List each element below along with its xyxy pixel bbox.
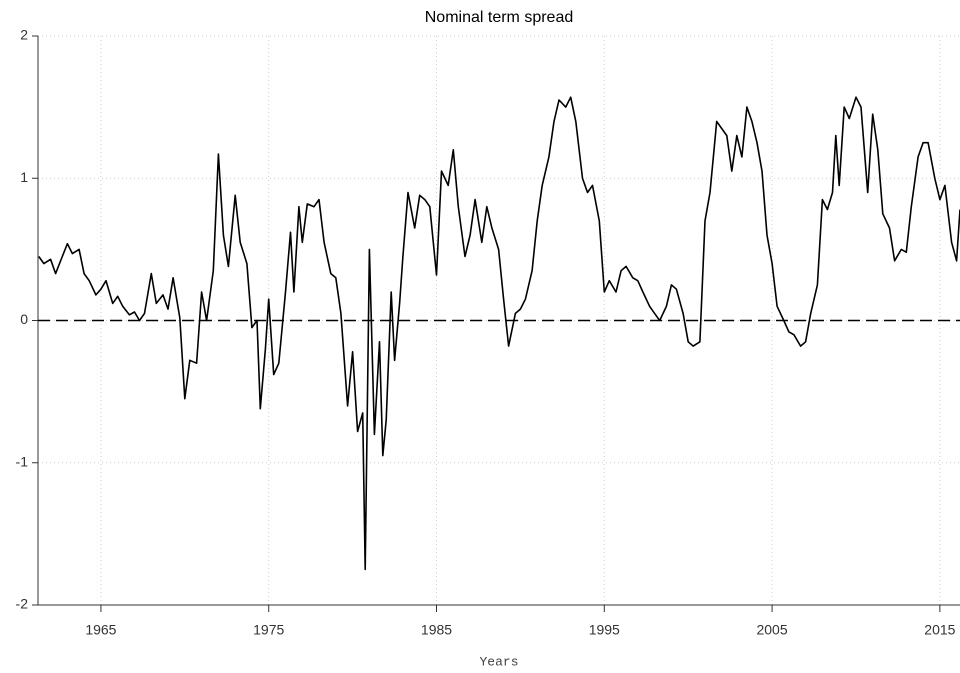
x-tick-label: 1995 [589, 622, 620, 638]
x-tick-label: 1985 [421, 622, 452, 638]
x-tick-label: 2005 [756, 622, 787, 638]
x-tick-label: 2015 [924, 622, 955, 638]
x-tick-label: 1965 [85, 622, 116, 638]
y-tick-label: 2 [20, 27, 28, 43]
y-tick-label: -1 [16, 453, 29, 469]
y-tick-label: 1 [20, 169, 28, 185]
chart-title: Nominal term spread [425, 9, 574, 26]
x-tick-label: 1975 [253, 622, 284, 638]
line-series [38, 96, 960, 571]
y-tick-label: 0 [20, 311, 28, 327]
x-axis-label: Years [479, 654, 518, 669]
y-tick-label: -2 [16, 596, 29, 612]
